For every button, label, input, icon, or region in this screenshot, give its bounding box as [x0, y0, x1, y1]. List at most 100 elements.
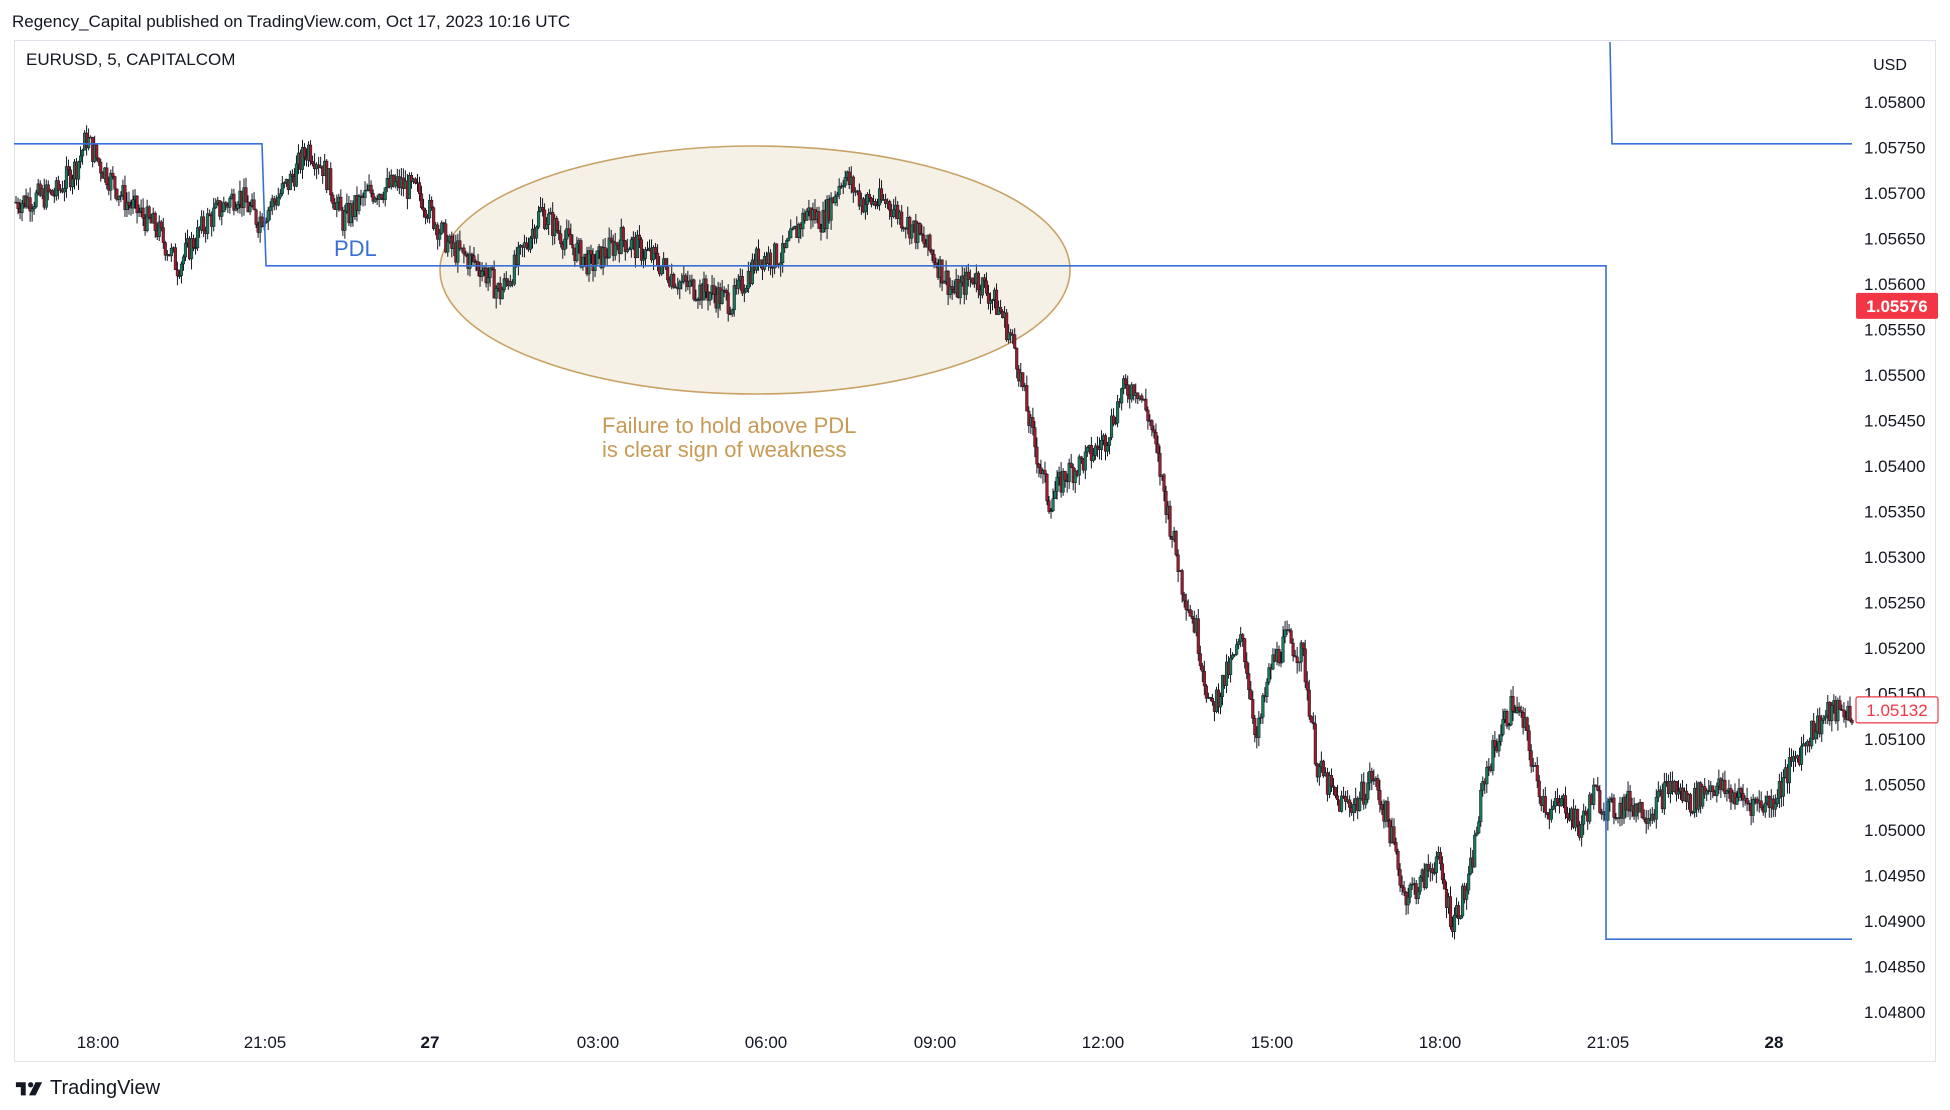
candle: [791, 226, 795, 231]
candle-body: [331, 194, 335, 204]
candle-body: [1745, 798, 1749, 804]
x-tick-label: 03:00: [577, 1033, 620, 1052]
candle-body: [1047, 500, 1051, 512]
candle-body: [524, 242, 528, 248]
candle-body: [712, 285, 716, 295]
candle-body: [740, 276, 744, 294]
candle-body: [1519, 710, 1523, 713]
candle: [1146, 406, 1150, 430]
candle-body: [563, 238, 567, 250]
candle-body: [1800, 745, 1804, 765]
candle-body: [641, 258, 646, 261]
candle: [769, 249, 773, 276]
candle: [1787, 747, 1792, 794]
candle: [1210, 693, 1214, 706]
candle: [1366, 772, 1370, 803]
candle-body: [643, 249, 648, 259]
candle-body: [1241, 634, 1245, 639]
candle: [547, 208, 551, 236]
candle: [1140, 393, 1144, 403]
candle: [980, 277, 984, 299]
candle-body: [196, 227, 200, 249]
candle-body: [191, 238, 196, 248]
candle: [516, 241, 520, 276]
candle: [1333, 786, 1338, 799]
candle-body: [1838, 700, 1842, 710]
candle-body: [1434, 856, 1438, 874]
candle-body: [680, 281, 684, 283]
candle: [125, 192, 129, 218]
candle: [966, 263, 970, 287]
y-tick-label: 1.05750: [1864, 139, 1925, 158]
candle-body: [865, 194, 869, 205]
candle: [81, 148, 85, 165]
candle: [1335, 784, 1340, 806]
candle: [805, 208, 809, 221]
candle-body: [1267, 667, 1271, 683]
candle: [343, 204, 347, 239]
candle: [920, 224, 924, 242]
candle: [1168, 500, 1172, 540]
candle: [601, 239, 605, 276]
candle-body: [1295, 656, 1299, 664]
candle-body: [270, 198, 274, 208]
y-tick-label: 1.05600: [1864, 275, 1925, 294]
candle-body: [363, 190, 367, 198]
candle: [424, 208, 428, 225]
x-tick-label: 06:00: [745, 1033, 788, 1052]
y-tick-label: 1.05100: [1864, 730, 1925, 749]
candle-body: [117, 195, 121, 200]
candle: [64, 156, 68, 198]
candle-body: [260, 216, 264, 227]
candle: [260, 213, 264, 228]
candle-body: [1180, 570, 1184, 595]
y-tick-label: 1.05700: [1864, 184, 1925, 203]
candle-body: [1535, 765, 1539, 782]
chart-frame[interactable]: [14, 40, 1936, 1062]
candle: [1152, 425, 1156, 439]
candle-body: [1184, 600, 1188, 611]
candle-body: [212, 207, 216, 227]
annotation-text-line: Failure to hold above PDL: [602, 413, 856, 438]
candle: [173, 243, 177, 271]
candle-body: [1291, 642, 1295, 656]
candle-body: [1711, 785, 1715, 793]
symbol-label[interactable]: EURUSD, 5, CAPITALCOM: [26, 50, 236, 69]
candle-body: [835, 194, 839, 197]
candle-body: [66, 166, 71, 171]
candle-body: [391, 174, 395, 187]
candle-body: [20, 202, 24, 213]
candle: [1370, 767, 1374, 791]
tradingview-logo[interactable]: TradingView: [14, 1076, 160, 1100]
candle: [1233, 654, 1237, 658]
candle-body: [1442, 879, 1446, 890]
candle: [900, 204, 904, 232]
candle: [1362, 772, 1366, 810]
candle: [1582, 803, 1586, 835]
y-tick-label: 1.05350: [1864, 503, 1925, 522]
candle-body: [1582, 810, 1586, 825]
candle-body: [1358, 798, 1362, 811]
candle-body: [99, 161, 103, 174]
candle: [300, 139, 305, 179]
candle-body: [268, 206, 272, 211]
candle: [1775, 789, 1779, 807]
candle: [541, 198, 545, 217]
candle-body: [547, 213, 551, 225]
currency-button[interactable]: USD: [1873, 57, 1907, 74]
candle-body: [1162, 474, 1166, 492]
candle: [1497, 734, 1501, 757]
candle: [835, 191, 839, 207]
candle-body: [62, 188, 66, 193]
candle-body: [1095, 445, 1099, 449]
candle: [613, 232, 617, 261]
candle: [1247, 662, 1251, 700]
candle: [196, 219, 200, 251]
candle-body: [688, 280, 692, 287]
candle-body: [115, 188, 119, 200]
candle: [1079, 455, 1083, 464]
candle: [625, 238, 629, 254]
candle-body: [1596, 786, 1600, 791]
candle-body: [1005, 312, 1009, 341]
